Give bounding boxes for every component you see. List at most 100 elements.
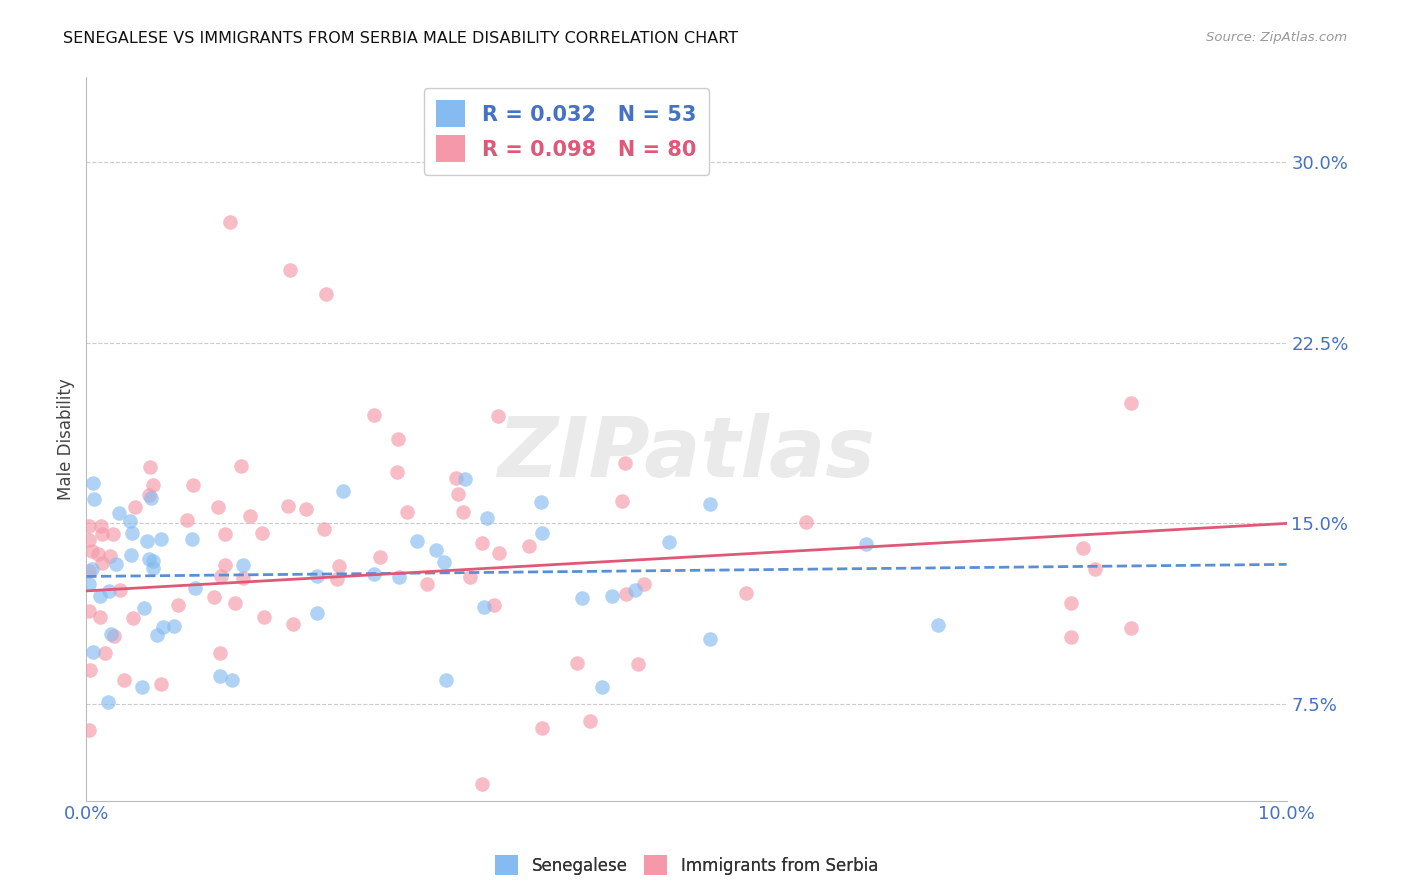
Point — [77, 577, 100, 591]
Point — [98, 549, 121, 563]
Point — [425, 542, 447, 557]
Point — [796, 515, 818, 529]
Point — [118, 515, 141, 529]
Point — [138, 488, 160, 502]
Point — [612, 493, 634, 508]
Point — [415, 577, 437, 591]
Point — [97, 694, 120, 708]
Point — [83, 492, 105, 507]
Point — [232, 558, 254, 572]
Legend: Senegalese, Immigrants from Serbia: Senegalese, Immigrants from Serbia — [488, 848, 884, 881]
Point — [229, 458, 252, 473]
Point — [325, 572, 347, 586]
Point — [219, 215, 242, 229]
Point — [209, 569, 232, 583]
Point — [138, 552, 160, 566]
Point — [451, 505, 474, 519]
Point — [1083, 562, 1105, 576]
Point — [600, 589, 623, 603]
Point — [202, 590, 225, 604]
Point — [221, 673, 243, 687]
Point — [280, 263, 302, 277]
Point — [614, 456, 637, 470]
Point — [565, 657, 588, 671]
Point — [471, 536, 494, 550]
Point — [103, 527, 125, 541]
Point — [305, 606, 328, 620]
Point — [531, 721, 554, 735]
Point — [135, 534, 157, 549]
Point — [253, 609, 276, 624]
Point — [167, 598, 190, 612]
Point — [1071, 541, 1094, 555]
Point — [332, 483, 354, 498]
Point — [131, 681, 153, 695]
Point — [77, 565, 100, 579]
Point — [142, 554, 165, 568]
Point — [1059, 630, 1081, 644]
Point — [142, 477, 165, 491]
Point — [250, 525, 273, 540]
Point — [150, 677, 173, 691]
Point — [105, 557, 128, 571]
Point — [152, 620, 174, 634]
Point — [486, 409, 509, 423]
Point — [591, 680, 613, 694]
Point — [98, 583, 121, 598]
Point — [571, 591, 593, 605]
Text: Source: ZipAtlas.com: Source: ZipAtlas.com — [1206, 31, 1347, 45]
Point — [1119, 396, 1142, 410]
Text: ZIPatlas: ZIPatlas — [498, 413, 876, 494]
Point — [624, 582, 647, 597]
Point — [124, 500, 146, 515]
Point — [484, 598, 506, 612]
Point — [112, 673, 135, 687]
Point — [387, 432, 409, 446]
Point — [488, 546, 510, 560]
Point — [699, 632, 721, 646]
Point — [149, 532, 172, 546]
Point — [79, 664, 101, 678]
Point — [239, 509, 262, 524]
Point — [120, 548, 142, 562]
Point — [90, 519, 112, 533]
Point — [1119, 621, 1142, 635]
Point — [434, 673, 457, 687]
Point — [517, 539, 540, 553]
Point — [176, 513, 198, 527]
Point — [90, 527, 112, 541]
Point — [121, 525, 143, 540]
Point — [471, 777, 494, 791]
Point — [658, 535, 681, 549]
Point — [446, 471, 468, 485]
Point — [77, 519, 100, 533]
Point — [283, 616, 305, 631]
Point — [94, 646, 117, 660]
Point — [385, 466, 408, 480]
Point — [103, 629, 125, 643]
Point — [90, 556, 112, 570]
Point — [530, 495, 553, 509]
Point — [927, 618, 949, 632]
Point — [232, 571, 254, 585]
Point — [368, 549, 391, 564]
Point — [139, 491, 162, 505]
Point — [82, 475, 104, 490]
Point — [224, 596, 246, 610]
Point — [208, 669, 231, 683]
Point — [579, 714, 602, 728]
Point — [1059, 596, 1081, 610]
Point — [214, 527, 236, 541]
Point — [472, 600, 495, 615]
Point — [531, 526, 554, 541]
Point — [82, 645, 104, 659]
Point — [132, 601, 155, 615]
Point — [181, 532, 204, 546]
Point — [307, 569, 329, 583]
Point — [475, 511, 498, 525]
Point — [433, 555, 456, 569]
Point — [699, 497, 721, 511]
Point — [89, 589, 111, 603]
Point — [453, 472, 475, 486]
Point — [277, 499, 299, 513]
